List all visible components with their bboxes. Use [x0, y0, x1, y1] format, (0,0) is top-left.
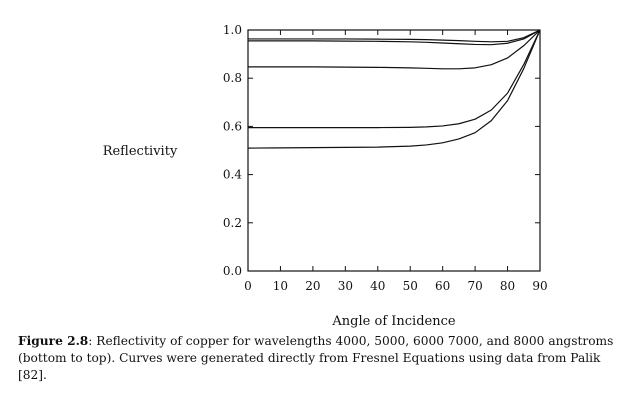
plot-frame [247, 29, 541, 272]
figure-caption: Figure 2.8: Reflectivity of copper for w… [18, 333, 630, 384]
x-tick-label: 30 [338, 279, 353, 293]
x-tick-label: 90 [532, 279, 547, 293]
x-tick-label: 0 [244, 279, 252, 293]
x-tick-label: 70 [467, 279, 482, 293]
y-tick-label: 0.2 [223, 216, 242, 230]
y-tick-label: 0.0 [223, 264, 242, 278]
x-axis-title: Angle of Incidence [331, 314, 455, 329]
x-tick-label: 60 [435, 279, 450, 293]
x-tick-label: 10 [273, 279, 288, 293]
series-line-3 [248, 29, 541, 70]
y-axis-title: Reflectivity [103, 144, 178, 159]
x-tick-label: 80 [500, 279, 515, 293]
x-tick-label: 50 [403, 279, 418, 293]
y-tick-label: 0.8 [223, 71, 242, 85]
series-line-1 [247, 29, 541, 149]
x-tick-label: 40 [370, 279, 385, 293]
series-line-5 [248, 29, 541, 43]
y-tick-label: 1.0 [223, 23, 242, 37]
series-line-2 [248, 29, 541, 129]
series-line-4 [248, 29, 541, 46]
x-tick-label: 20 [305, 279, 320, 293]
figure-label: Figure 2.8 [18, 334, 89, 348]
y-tick-label: 0.4 [223, 168, 242, 182]
reflectivity-chart: 0 10 20 30 40 50 60 70 80 90 0.0 0.2 0.4 0.6 0.8 1.0 Re… [103, 23, 548, 329]
y-tick-label: 0.6 [223, 119, 242, 133]
caption-text: : Reflectivity of copper for wavelengths… [18, 334, 614, 382]
